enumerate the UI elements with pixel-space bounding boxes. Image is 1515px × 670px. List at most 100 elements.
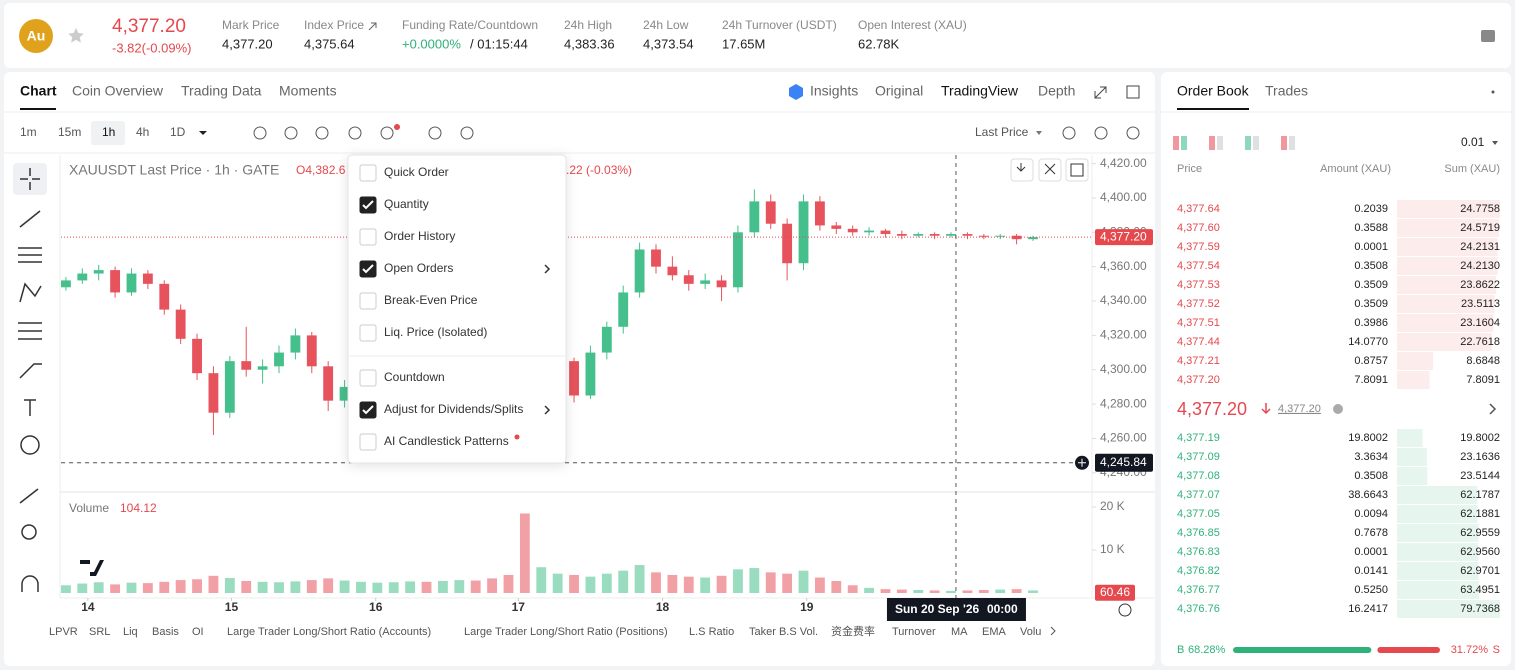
- orderbook-tab[interactable]: Trades: [1265, 83, 1308, 99]
- menu-checkbox[interactable]: [359, 292, 377, 310]
- interval[interactable]: 1h: [102, 125, 115, 139]
- candle-body: [782, 223, 793, 264]
- y-tick-label: 4,280.00: [1100, 396, 1147, 410]
- precision[interactable]: 0.01: [1461, 135, 1485, 149]
- volume-bar: [618, 570, 629, 593]
- toolbar-icon[interactable]: [315, 126, 329, 140]
- tool-zoom[interactable]: [21, 524, 37, 540]
- tool-text[interactable]: [24, 399, 36, 416]
- toolbar-icon[interactable]: [460, 126, 474, 140]
- layout-icon[interactable]: [1245, 136, 1251, 150]
- view-tab[interactable]: Insights: [810, 83, 858, 99]
- volume-bar: [1011, 589, 1022, 593]
- tool-pattern[interactable]: [19, 282, 42, 303]
- tool-active[interactable]: [13, 163, 47, 195]
- tool-cross[interactable]: [20, 168, 40, 190]
- interval[interactable]: 4h: [136, 125, 149, 139]
- crosshair-date: Sun 20 Sep '26: [895, 602, 980, 616]
- orderbook-tab[interactable]: Order Book: [1177, 83, 1250, 99]
- last-price: 4,377.20: [112, 16, 186, 37]
- menu-item[interactable]: Adjust for Dividends/Splits: [384, 402, 523, 416]
- layout-icon[interactable]: [1281, 136, 1287, 150]
- header-icon[interactable]: [1481, 30, 1495, 42]
- volume-bar: [110, 584, 121, 593]
- indicator[interactable]: Turnover: [892, 626, 936, 638]
- chart-button[interactable]: [1038, 158, 1062, 182]
- tool-magnet[interactable]: [21, 575, 39, 592]
- candle-body: [683, 275, 694, 284]
- menu-item[interactable]: Quick Order: [384, 165, 449, 179]
- volume-bar: [1028, 590, 1038, 593]
- indicator[interactable]: Large Trader Long/Short Ratio (Positions…: [464, 626, 668, 638]
- chart-tab[interactable]: Chart: [20, 83, 57, 99]
- indicator[interactable]: Large Trader Long/Short Ratio (Accounts): [227, 626, 431, 638]
- indicator[interactable]: OI: [192, 626, 204, 638]
- tool-fib[interactable]: [18, 322, 42, 340]
- toolbar-icon[interactable]: [428, 126, 442, 140]
- indicator[interactable]: LPVR: [49, 626, 78, 638]
- depth-bar: [1397, 467, 1428, 485]
- chart-tab[interactable]: Moments: [279, 83, 337, 99]
- toolbar-icon[interactable]: [284, 126, 298, 140]
- menu-checkbox[interactable]: [359, 433, 377, 451]
- chart-button[interactable]: [1065, 158, 1089, 182]
- menu-checkbox[interactable]: [359, 324, 377, 342]
- favorite-star[interactable]: [68, 28, 84, 43]
- menu-item[interactable]: Quantity: [384, 197, 429, 211]
- menu-checkbox[interactable]: [359, 228, 377, 246]
- indicator[interactable]: L.S Ratio: [689, 626, 734, 638]
- window-icon: [1126, 85, 1140, 99]
- volume-bar: [831, 580, 842, 593]
- toolbar-icon[interactable]: [380, 126, 394, 140]
- view-tab[interactable]: TradingView: [941, 83, 1019, 99]
- menu-checkbox[interactable]: [359, 369, 377, 387]
- interval[interactable]: 1m: [20, 125, 37, 139]
- volume-bar: [519, 513, 530, 593]
- toolbar-icon[interactable]: [1094, 126, 1108, 140]
- depth-bar: [1397, 314, 1494, 332]
- menu-item[interactable]: Liq. Price (Isolated): [384, 325, 487, 339]
- settings-icon[interactable]: [1118, 603, 1132, 617]
- y-tick-label: 4,420.00: [1100, 156, 1147, 170]
- view-tab[interactable]: Depth: [1038, 83, 1075, 99]
- menu-item[interactable]: Countdown: [384, 370, 445, 384]
- toolbar-icon[interactable]: [1062, 126, 1076, 140]
- indicator[interactable]: SRL: [89, 626, 110, 638]
- indicator[interactable]: Volu: [1020, 626, 1041, 638]
- view-tab[interactable]: Original: [875, 83, 923, 99]
- tool-brush[interactable]: [19, 363, 42, 379]
- tool-emoji[interactable]: [20, 435, 40, 455]
- candle-body: [700, 280, 711, 284]
- tool-line[interactable]: [19, 210, 41, 228]
- volume-bar: [323, 578, 334, 593]
- indicator[interactable]: MA: [951, 626, 968, 638]
- indicator[interactable]: Taker B.S Vol.: [749, 626, 818, 638]
- menu-item[interactable]: AI Candlestick Patterns: [384, 434, 509, 448]
- menu-item[interactable]: Open Orders: [384, 261, 453, 275]
- menu-item[interactable]: Break-Even Price: [384, 293, 478, 307]
- tool-ruler[interactable]: [19, 488, 39, 504]
- tool-channel[interactable]: [18, 247, 42, 263]
- toolbar-icon[interactable]: [348, 126, 362, 140]
- interval[interactable]: 1D: [170, 125, 186, 139]
- layout-icon[interactable]: [1209, 136, 1215, 150]
- chart-tab[interactable]: Trading Data: [181, 83, 262, 99]
- interval[interactable]: 15m: [58, 125, 81, 139]
- indicator[interactable]: 资金费率: [831, 624, 875, 638]
- chart-tab[interactable]: Coin Overview: [72, 83, 164, 99]
- orderbook-amount: 7.8091: [1354, 374, 1388, 386]
- menu-item[interactable]: Order History: [384, 229, 455, 243]
- menu-checkbox[interactable]: [359, 164, 377, 182]
- layout-icon[interactable]: [1173, 136, 1179, 150]
- toolbar-icon[interactable]: [1126, 126, 1140, 140]
- indicator[interactable]: Liq: [123, 626, 138, 638]
- candle-body: [798, 201, 809, 264]
- orderbook-price: 4,376.85: [1177, 527, 1220, 539]
- orderbook-price: 4,377.20: [1177, 374, 1220, 386]
- toolbar-icon[interactable]: [253, 126, 267, 140]
- tv-logo: [80, 560, 104, 576]
- submenu-arrow: [544, 264, 551, 274]
- indicator[interactable]: Basis: [152, 626, 179, 638]
- price-type[interactable]: Last Price: [975, 125, 1029, 139]
- indicator[interactable]: EMA: [982, 626, 1007, 638]
